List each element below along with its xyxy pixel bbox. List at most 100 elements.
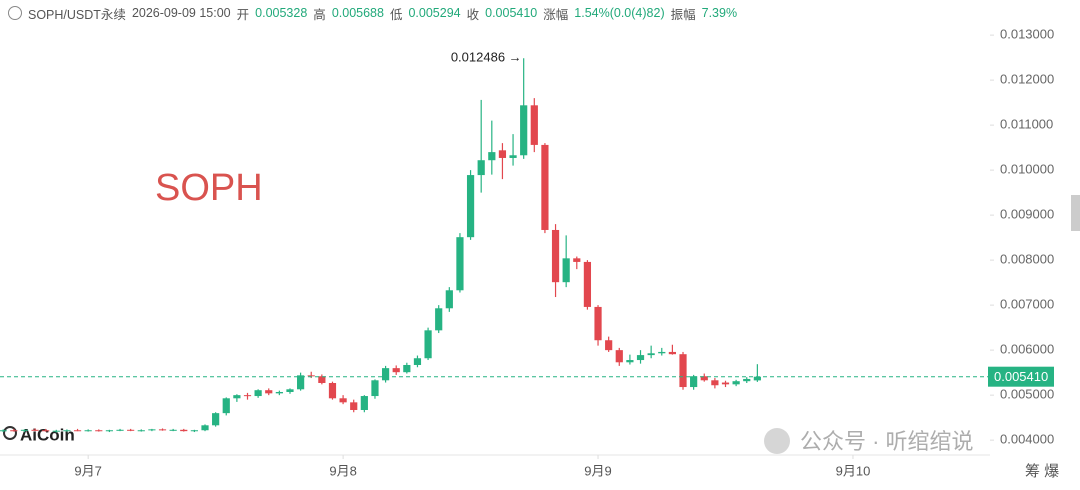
y-tick-label: 0.013000 bbox=[1000, 27, 1054, 42]
last-price-tag bbox=[988, 366, 1054, 387]
collapse-icon[interactable] bbox=[8, 6, 22, 20]
candle-body bbox=[403, 364, 411, 373]
candle-body bbox=[509, 155, 517, 158]
candle-body bbox=[732, 381, 740, 385]
candle-body bbox=[84, 430, 92, 432]
candle-body bbox=[63, 430, 71, 432]
candle-body bbox=[318, 376, 326, 383]
candle-body bbox=[350, 402, 358, 410]
candle-body bbox=[190, 430, 198, 432]
y-tick-label: 0.012000 bbox=[1000, 72, 1054, 87]
candle-body bbox=[105, 430, 114, 432]
candle-body bbox=[466, 175, 475, 238]
candle-body bbox=[339, 398, 347, 403]
candle-body bbox=[551, 229, 560, 283]
candle-body bbox=[658, 351, 666, 354]
field-value: 0.005328 bbox=[255, 6, 308, 20]
candle-body bbox=[0, 430, 7, 432]
candle-body bbox=[636, 355, 645, 361]
max-annotation: 0.012486 → bbox=[451, 50, 522, 65]
wechat-icon bbox=[764, 428, 790, 454]
candle-body bbox=[31, 429, 39, 431]
x-tick-label: 9月7 bbox=[74, 463, 101, 478]
candle-body bbox=[424, 330, 432, 359]
y-tick-label: 0.006000 bbox=[1000, 342, 1054, 357]
candle-body bbox=[413, 358, 422, 365]
side-handle[interactable] bbox=[1071, 195, 1080, 231]
brand-watermark: AiCoin bbox=[20, 425, 75, 444]
y-tick-label: 0.007000 bbox=[1000, 297, 1054, 312]
candle-body bbox=[626, 360, 634, 363]
candle-body bbox=[20, 429, 29, 431]
candle-body bbox=[158, 429, 167, 431]
candle-body bbox=[243, 395, 252, 397]
candle-body bbox=[95, 430, 103, 432]
field-label: 开 bbox=[236, 7, 250, 22]
y-tick-label: 0.010000 bbox=[1000, 162, 1054, 177]
x-tick-label: 9月8 bbox=[329, 463, 356, 478]
candle-body bbox=[541, 144, 549, 230]
candle-body bbox=[297, 375, 305, 390]
candle-body bbox=[700, 376, 708, 381]
candle-body bbox=[594, 306, 602, 341]
field-label: 涨幅 bbox=[543, 7, 569, 22]
candle-body bbox=[392, 368, 400, 373]
candle-body bbox=[381, 368, 390, 381]
candle-body bbox=[52, 430, 60, 432]
candle-body bbox=[583, 261, 592, 307]
candle-body bbox=[42, 430, 50, 432]
y-tick-label: 0.004000 bbox=[1000, 432, 1054, 447]
candle-body bbox=[520, 105, 528, 156]
candle-body bbox=[254, 390, 262, 397]
candle-body bbox=[488, 152, 496, 161]
candle-body bbox=[721, 382, 730, 385]
field-value: 0.005410 bbox=[485, 6, 538, 20]
candle-body bbox=[435, 308, 443, 331]
candle-body bbox=[573, 258, 581, 262]
symbol: SOPH/USDT永续 bbox=[28, 7, 126, 22]
candle-body bbox=[233, 395, 241, 399]
candle-body bbox=[562, 258, 570, 283]
candle-body bbox=[328, 382, 337, 399]
candle-body bbox=[456, 237, 464, 291]
candle-body bbox=[169, 429, 177, 431]
candle-body bbox=[605, 340, 613, 351]
last-price-label: 0.005410 bbox=[994, 369, 1048, 384]
time: 2026-09-09 15:00 bbox=[131, 6, 231, 20]
candle-body bbox=[530, 105, 538, 145]
candle-body bbox=[498, 150, 507, 158]
candle-body bbox=[647, 353, 655, 356]
candle-body bbox=[116, 429, 124, 431]
candle-body bbox=[127, 429, 135, 431]
field-label: 低 bbox=[389, 7, 403, 22]
corner-text: 筹 爆 bbox=[1025, 463, 1059, 480]
account-watermark: 公众号 · 听绾绾说 bbox=[800, 429, 974, 454]
symbol-watermark: SOPH bbox=[155, 167, 263, 209]
y-tick-label: 0.005000 bbox=[1000, 387, 1054, 402]
candle-body bbox=[679, 354, 687, 388]
candle-body bbox=[477, 160, 485, 176]
candle-body bbox=[275, 391, 283, 394]
candle-body bbox=[222, 398, 230, 414]
field-value: 1.54%(0.0(4)82) bbox=[574, 6, 665, 20]
candle-body bbox=[265, 390, 273, 394]
y-tick-label: 0.011000 bbox=[1000, 117, 1053, 132]
candle-body bbox=[201, 425, 209, 431]
header: SOPH/USDT永续 2026-09-09 15:00 开 0.005328 高 0… bbox=[8, 4, 737, 22]
candle-body bbox=[137, 430, 145, 432]
x-tick-label: 9月10 bbox=[836, 463, 871, 478]
field-value: 0.005688 bbox=[331, 6, 384, 20]
candle-body bbox=[180, 429, 188, 432]
field-value: 0.005294 bbox=[408, 6, 461, 20]
candle-body bbox=[73, 430, 82, 432]
candle-body bbox=[212, 413, 220, 426]
candle-body bbox=[615, 350, 623, 363]
candle-body bbox=[360, 396, 368, 410]
logo-icon bbox=[3, 426, 17, 440]
candle-body bbox=[753, 376, 761, 381]
candle-body bbox=[743, 378, 751, 382]
candle-body bbox=[668, 351, 676, 355]
y-tick-label: 0.008000 bbox=[1000, 252, 1054, 267]
y-tick-label: 0.009000 bbox=[1000, 207, 1054, 222]
